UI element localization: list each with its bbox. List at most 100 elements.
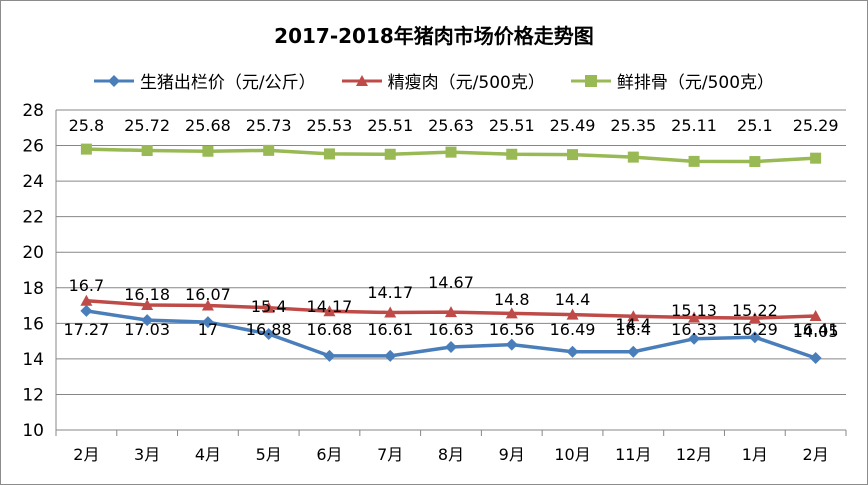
data-point-2 <box>445 146 457 158</box>
data-label-live-pig: 14.8 <box>494 290 530 309</box>
data-point-1 <box>748 312 761 324</box>
data-point-2 <box>202 145 214 157</box>
data-label-live-pig: 14.17 <box>367 283 413 302</box>
data-label-lean-pork: 17.27 <box>63 320 109 339</box>
data-label-ribs: 25.49 <box>550 116 596 135</box>
legend-label-ribs: 鲜排骨（元/500克） <box>616 73 775 93</box>
data-label-lean-pork: 16.63 <box>428 320 474 339</box>
data-label-live-pig: 14.05 <box>793 322 839 341</box>
data-label-lean-pork: 16.49 <box>550 320 596 339</box>
legend-marker-ribs <box>570 74 611 87</box>
legend-label-lean-pork: 精瘦肉（元/500克） <box>387 73 545 93</box>
data-point-1 <box>323 305 336 317</box>
data-point-0 <box>688 332 701 345</box>
data-label-lean-pork: 17.03 <box>124 320 170 339</box>
y-tick-label: 16 <box>22 314 44 334</box>
data-point-2 <box>627 151 639 163</box>
data-label-live-pig: 14.4 <box>555 290 591 309</box>
y-tick-label: 12 <box>22 385 44 405</box>
x-tick-label: 12月 <box>676 445 712 464</box>
data-label-live-pig: 15.13 <box>671 301 717 320</box>
legend-marker-live-pig <box>93 74 134 87</box>
x-tick-label: 2月 <box>803 445 829 464</box>
data-label-ribs: 25.35 <box>610 116 656 135</box>
x-tick-label: 2月 <box>73 445 99 464</box>
y-tick-label: 24 <box>22 172 44 192</box>
data-point-0 <box>201 316 214 329</box>
x-tick-label: 9月 <box>499 445 525 464</box>
x-tick-label: 5月 <box>256 445 282 464</box>
data-label-ribs: 25.68 <box>185 116 231 135</box>
data-point-0 <box>809 352 822 364</box>
legend-item-lean-pork: 精瘦肉（元/500克） <box>341 68 545 93</box>
y-tick-label: 26 <box>22 137 44 157</box>
y-tick-label: 22 <box>22 208 44 228</box>
data-point-0 <box>141 314 154 327</box>
data-point-1 <box>445 306 457 318</box>
data-label-lean-pork: 16.33 <box>671 320 717 339</box>
data-point-2 <box>384 148 396 160</box>
x-tick-label: 6月 <box>316 445 342 464</box>
data-label-live-pig: 15.22 <box>732 301 778 320</box>
data-point-0 <box>262 328 275 340</box>
data-label-lean-pork: 16.41 <box>793 320 839 339</box>
x-tick-label: 7月 <box>377 445 403 464</box>
data-label-ribs: 25.29 <box>793 116 839 135</box>
data-point-0 <box>627 345 640 358</box>
data-label-lean-pork: 16.61 <box>367 320 413 339</box>
y-tick-label: 18 <box>22 279 44 299</box>
data-label-lean-pork: 17 <box>198 320 218 339</box>
data-label-live-pig: 16.18 <box>124 285 170 304</box>
data-point-1 <box>80 294 93 306</box>
y-tick-label: 14 <box>22 350 44 370</box>
x-tick-label: 4月 <box>195 445 221 464</box>
legend-item-live-pig: 生猪出栏价（元/公斤） <box>93 68 316 93</box>
data-point-2 <box>506 148 518 160</box>
x-tick-label: 3月 <box>134 445 160 464</box>
data-point-1 <box>505 307 518 319</box>
data-label-ribs: 25.11 <box>671 116 717 135</box>
chart-title: 2017-2018年猪肉市场价格走势图 <box>274 24 594 48</box>
legend-item-ribs: 鲜排骨（元/500克） <box>570 68 775 93</box>
data-point-2 <box>323 148 335 160</box>
x-tick-label: 8月 <box>438 445 464 464</box>
data-point-2 <box>810 152 822 164</box>
data-label-ribs: 25.63 <box>428 116 474 135</box>
data-point-1 <box>141 299 154 311</box>
x-tick-label: 11月 <box>615 445 651 464</box>
x-tick-label: 1月 <box>742 445 768 464</box>
data-label-lean-pork: 16.4 <box>615 320 651 339</box>
data-point-2 <box>688 155 700 167</box>
data-point-1 <box>384 306 397 318</box>
data-point-2 <box>263 144 275 156</box>
data-point-1 <box>688 311 701 323</box>
data-point-0 <box>80 304 93 317</box>
data-label-live-pig: 14.17 <box>307 297 353 316</box>
y-tick-label: 28 <box>22 101 44 121</box>
data-point-0 <box>384 349 397 362</box>
data-label-live-pig: 16.7 <box>69 276 105 295</box>
data-point-0 <box>505 338 518 351</box>
data-label-lean-pork: 16.29 <box>732 320 778 339</box>
chart-legend: 生猪出栏价（元/公斤） 精瘦肉（元/500克） 鲜排骨（元/500克） <box>0 68 868 93</box>
data-point-0 <box>323 349 336 362</box>
data-label-ribs: 25.51 <box>489 116 535 135</box>
data-label-ribs: 25.8 <box>69 116 105 135</box>
data-label-ribs: 25.51 <box>367 116 413 135</box>
data-point-1 <box>809 310 822 322</box>
data-point-0 <box>748 331 761 344</box>
data-label-lean-pork: 16.56 <box>489 320 535 339</box>
y-tick-label: 20 <box>22 243 44 263</box>
data-point-2 <box>80 143 92 155</box>
x-tick-label: 10月 <box>554 445 590 464</box>
data-point-1 <box>262 301 275 313</box>
data-label-live-pig: 16.07 <box>185 285 231 304</box>
data-point-2 <box>567 149 579 161</box>
data-label-live-pig: 15.4 <box>251 297 287 316</box>
data-label-lean-pork: 16.88 <box>246 320 292 339</box>
data-point-0 <box>445 340 457 353</box>
data-point-0 <box>566 345 579 358</box>
data-point-2 <box>749 156 761 168</box>
